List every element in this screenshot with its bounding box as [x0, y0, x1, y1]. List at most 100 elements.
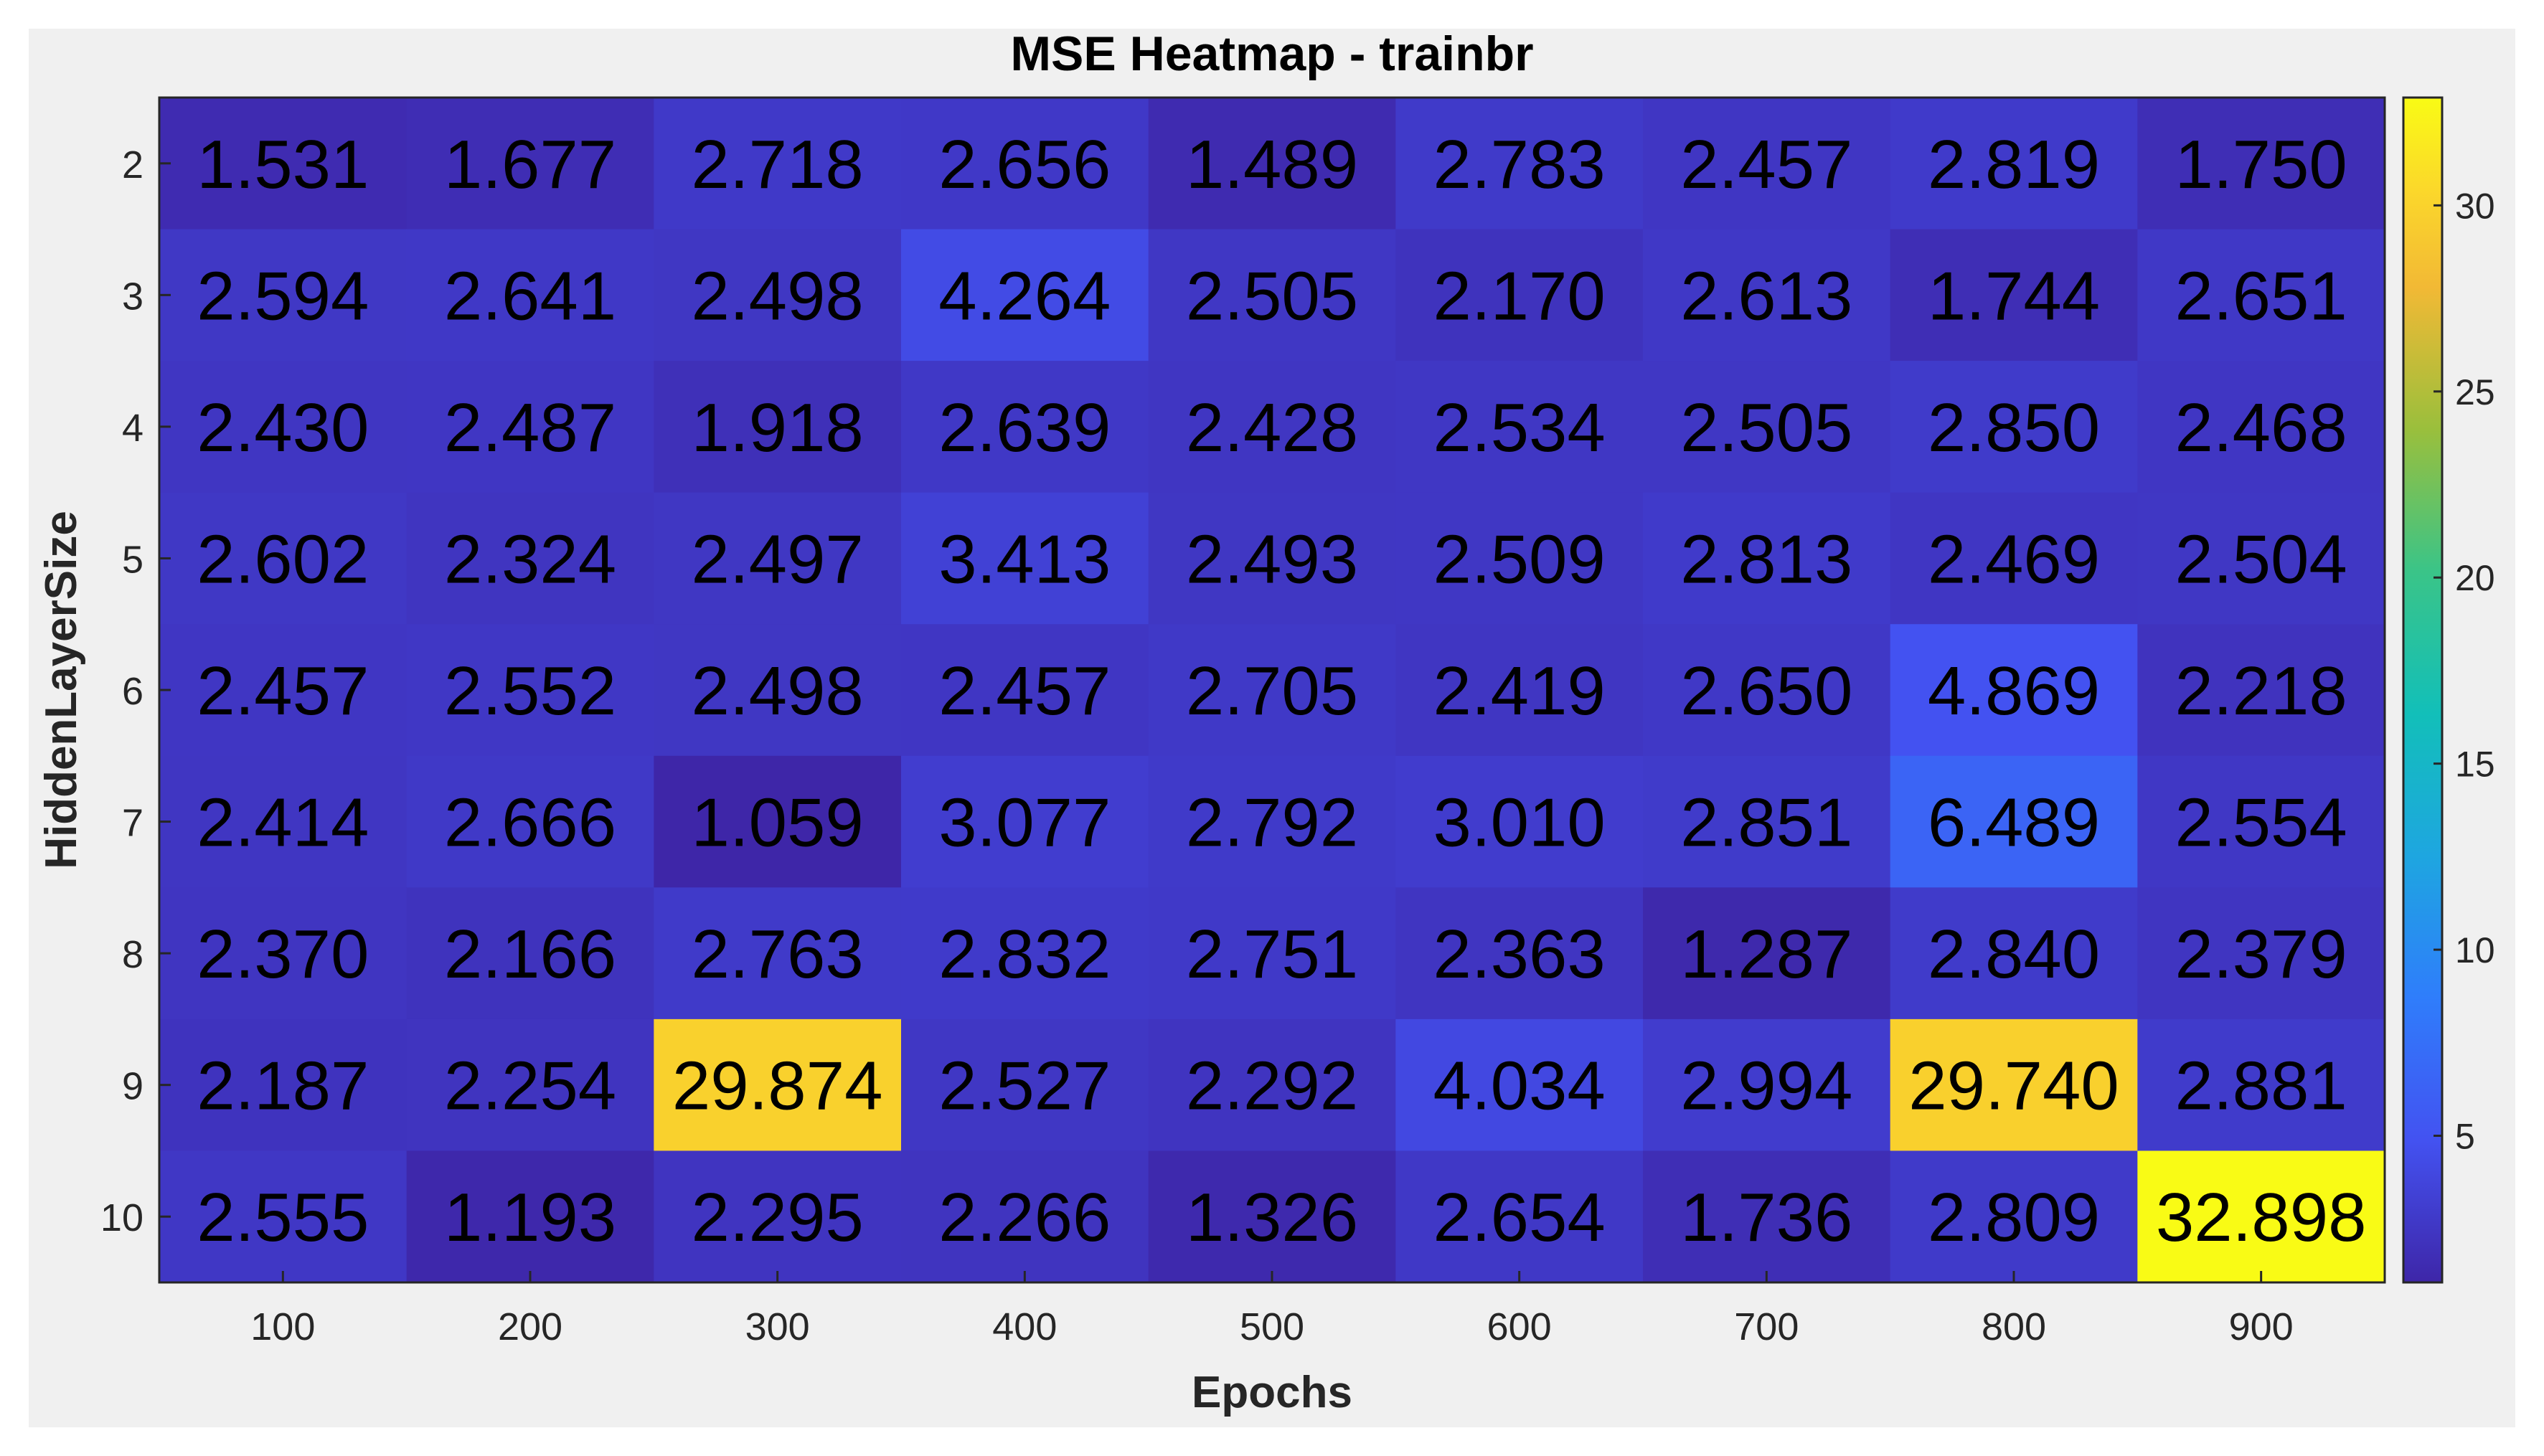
heatmap-cell [1148, 624, 1396, 757]
heatmap-cell [1643, 361, 1891, 493]
cell-value-label: 1.059 [692, 785, 864, 861]
heatmap-cell [2137, 755, 2385, 888]
cell-value-label: 4.034 [1433, 1048, 1606, 1125]
cell-value-label: 2.457 [1680, 126, 1852, 203]
heatmap-cell [1643, 229, 1891, 361]
heatmap-cell [901, 887, 1149, 1020]
cell-value-label: 2.850 [1928, 389, 2100, 466]
cell-value-label: 2.218 [2175, 653, 2347, 729]
cell-value-label: 1.489 [1186, 126, 1358, 203]
heatmap-cell [159, 1018, 407, 1152]
heatmap-cell [406, 1150, 654, 1283]
heatmap-cell [1148, 755, 1396, 888]
heatmap-cell [2137, 887, 2385, 1020]
cell-value-label: 2.554 [2175, 785, 2347, 861]
heatmap-cell [1890, 624, 2138, 757]
cell-value-label: 2.613 [1680, 257, 1852, 334]
cell-value-label: 2.555 [197, 1179, 369, 1256]
cell-value-label: 2.718 [692, 126, 864, 203]
cell-value-label: 2.832 [938, 916, 1111, 993]
heatmap-cell [1890, 229, 2138, 361]
heatmap-cell [1395, 1150, 1644, 1283]
heatmap-cell-labels: 1.531 1.677 2.718 2.656 1.489 2.783 2.457 2.819… [197, 126, 2366, 1256]
heatmap-cell [2137, 1150, 2385, 1283]
cell-value-label: 2.414 [197, 785, 369, 861]
cell-value-label: 32.898 [2156, 1179, 2367, 1256]
cell-value-label: 2.419 [1433, 653, 1606, 729]
heatmap-cell [654, 492, 902, 625]
heatmap-cell [901, 755, 1149, 888]
x-axis-ticks: 100 200 300 400 500 600 700 800 900 [250, 1271, 2294, 1348]
heatmap-cell [159, 1150, 407, 1283]
cell-value-label: 29.874 [672, 1048, 883, 1125]
y-tick-label: 3 [122, 275, 143, 318]
heatmap-cells [159, 98, 2385, 1283]
cell-value-label: 1.736 [1680, 1179, 1852, 1256]
cell-value-label: 1.193 [444, 1179, 616, 1256]
cell-value-label: 1.677 [444, 126, 616, 203]
heatmap-cell [1395, 98, 1644, 230]
heatmap-cell [1395, 624, 1644, 757]
heatmap-cell [406, 492, 654, 625]
cell-value-label: 2.428 [1186, 389, 1358, 466]
cell-value-label: 1.531 [197, 126, 369, 203]
heatmap-cell [159, 887, 407, 1020]
cell-value-label: 2.656 [938, 126, 1111, 203]
cell-value-label: 2.763 [692, 916, 864, 993]
cell-value-label: 2.166 [444, 916, 616, 993]
heatmap-cell [1148, 887, 1396, 1020]
heatmap-cell [1643, 755, 1891, 888]
heatmap-cell [1395, 755, 1644, 888]
heatmap-cell [901, 98, 1149, 230]
heatmap-cell [406, 98, 654, 230]
cell-value-label: 2.783 [1433, 126, 1606, 203]
heatmap-cell [654, 1018, 902, 1152]
x-tick-label: 700 [1734, 1305, 1799, 1348]
colorbar-tick-label: 5 [2455, 1117, 2475, 1157]
heatmap-cell [1395, 1018, 1644, 1152]
cell-value-label: 3.077 [938, 785, 1111, 861]
colorbar [2402, 96, 2444, 1284]
x-tick-label: 200 [498, 1305, 562, 1348]
heatmap-cell [159, 361, 407, 493]
cell-value-label: 2.666 [444, 785, 616, 861]
cell-value-label: 2.809 [1928, 1179, 2100, 1256]
heatmap-cell [1643, 1018, 1891, 1152]
x-tick-label: 800 [1982, 1305, 2046, 1348]
x-tick-label: 100 [250, 1305, 315, 1348]
cell-value-label: 2.505 [1680, 389, 1852, 466]
cell-value-label: 2.792 [1186, 785, 1358, 861]
cell-value-label: 1.744 [1928, 257, 2100, 334]
cell-value-label: 4.264 [938, 257, 1111, 334]
heatmap-cell [1148, 229, 1396, 361]
colorbar-ticks: 5 10 15 20 25 30 [2434, 186, 2495, 1157]
cell-value-label: 2.534 [1433, 389, 1606, 466]
cell-value-label: 1.918 [692, 389, 864, 466]
cell-value-label: 2.170 [1433, 257, 1606, 334]
heatmap-cell [654, 1150, 902, 1283]
cell-value-label: 2.504 [2175, 521, 2347, 597]
cell-value-label: 2.751 [1186, 916, 1358, 993]
cell-value-label: 2.498 [692, 257, 864, 334]
cell-value-label: 1.287 [1680, 916, 1852, 993]
heatmap-cell [2137, 624, 2385, 757]
cell-value-label: 2.324 [444, 521, 616, 597]
cell-value-label: 2.650 [1680, 653, 1852, 729]
y-tick-label: 7 [122, 802, 143, 845]
colorbar-tick-label: 10 [2455, 930, 2495, 970]
cell-value-label: 2.487 [444, 389, 616, 466]
heatmap-cell [654, 887, 902, 1020]
heatmap-cell [654, 98, 902, 230]
cell-value-label: 2.527 [938, 1048, 1111, 1125]
y-tick-label: 10 [100, 1196, 143, 1239]
cell-value-label: 2.187 [197, 1048, 369, 1125]
heatmap-cell [1395, 361, 1644, 493]
y-axis-label: HiddenLayerSize [37, 511, 86, 869]
heatmap-cell [654, 755, 902, 888]
heatmap-cell [2137, 1018, 2385, 1152]
heatmap-cell [1148, 361, 1396, 493]
cell-value-label: 2.457 [938, 653, 1111, 729]
x-axis-label: Epochs [1192, 1368, 1352, 1417]
cell-value-label: 2.705 [1186, 653, 1358, 729]
